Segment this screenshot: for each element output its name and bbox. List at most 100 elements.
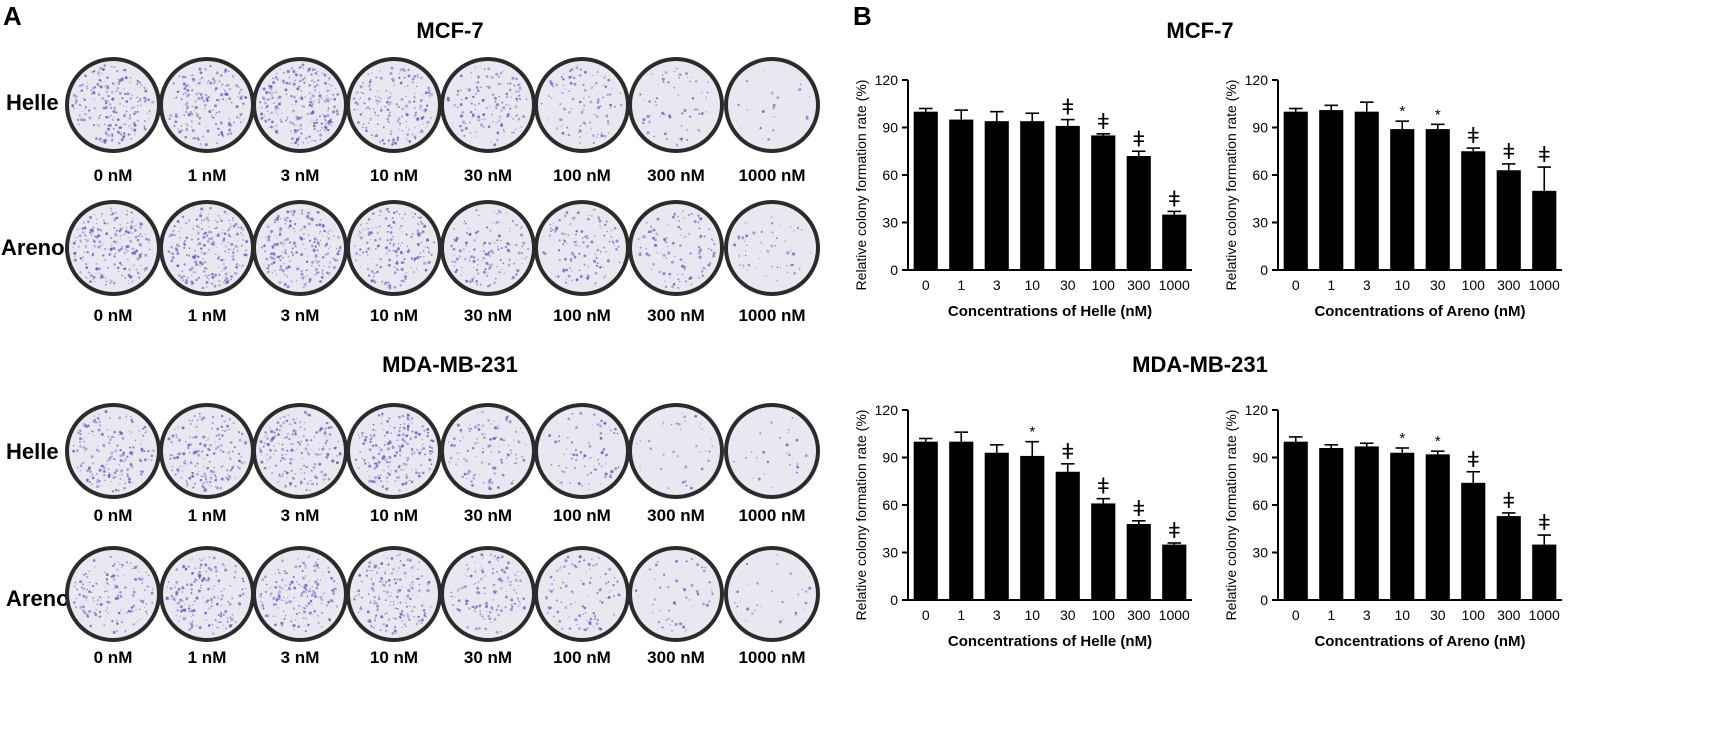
significance-mark: ǂ bbox=[1061, 95, 1074, 120]
x-axis-title: Concentrations of Areno (nM) bbox=[1314, 303, 1525, 320]
colony-plate bbox=[252, 403, 348, 499]
y-tick-label: 60 bbox=[1252, 497, 1268, 513]
y-tick-label: 30 bbox=[1252, 545, 1268, 561]
bar bbox=[1126, 156, 1151, 270]
bar bbox=[949, 119, 974, 270]
significance-mark: * bbox=[1435, 106, 1441, 123]
panel-b-mdamb231-title: MDA-MB-231 bbox=[1132, 352, 1268, 377]
concentration-label: 10 nM bbox=[369, 306, 419, 325]
y-tick-label: 120 bbox=[875, 402, 899, 418]
significance-mark: * bbox=[1435, 433, 1441, 450]
colony-plate bbox=[440, 546, 536, 642]
y-axis-title: Relative colony formation rate (%) bbox=[853, 80, 869, 291]
x-tick-label: 0 bbox=[922, 607, 930, 623]
y-axis-title: Relative colony formation rate (%) bbox=[1223, 80, 1239, 291]
y-tick-label: 0 bbox=[1260, 592, 1268, 608]
x-tick-label: 1000 bbox=[1529, 607, 1560, 623]
x-tick-label: 3 bbox=[993, 277, 1001, 293]
y-tick-label: 0 bbox=[1260, 262, 1268, 278]
concentration-label: 10 nM bbox=[369, 506, 419, 525]
colony-plate bbox=[440, 57, 536, 153]
bar bbox=[913, 111, 938, 270]
concentration-label: 100 nM bbox=[553, 166, 611, 185]
significance-mark: ǂ bbox=[1097, 474, 1110, 499]
concentration-label: 300 nM bbox=[647, 166, 705, 185]
colony-plate bbox=[534, 403, 630, 499]
x-tick-label: 300 bbox=[1127, 277, 1151, 293]
y-tick-label: 0 bbox=[890, 262, 898, 278]
row-label-mcf7-areno: Areno bbox=[1, 235, 65, 260]
concentration-label: 10 nM bbox=[369, 648, 419, 667]
row-label-mcf7-helle: Helle bbox=[6, 90, 59, 115]
significance-mark: ǂ bbox=[1168, 518, 1181, 543]
colony-plate bbox=[159, 57, 255, 153]
colony-plate bbox=[159, 546, 255, 642]
colony-plate bbox=[628, 546, 724, 642]
colony-plate bbox=[440, 200, 536, 296]
bar bbox=[1055, 471, 1080, 600]
bar bbox=[1354, 111, 1379, 270]
bar bbox=[1390, 129, 1415, 270]
concentration-label: 100 nM bbox=[553, 648, 611, 667]
x-tick-label: 3 bbox=[993, 607, 1001, 623]
y-tick-label: 30 bbox=[882, 545, 898, 561]
x-tick-label: 0 bbox=[1292, 607, 1300, 623]
y-tick-label: 120 bbox=[1245, 72, 1269, 88]
colony-plate bbox=[159, 403, 255, 499]
colony-formation-bar-chart: 0 30 60 90 120 0 1 3 * 10 ǂ 30 ǂ 100 ǂ 300 ǂ 1000 Concentr… bbox=[850, 380, 1210, 670]
x-tick-label: 300 bbox=[1497, 277, 1521, 293]
y-tick-label: 90 bbox=[1252, 450, 1268, 466]
y-tick-label: 60 bbox=[882, 497, 898, 513]
x-axis-title: Concentrations of Areno (nM) bbox=[1314, 633, 1525, 650]
colony-plate bbox=[65, 200, 161, 296]
bar bbox=[1162, 214, 1187, 270]
bar bbox=[984, 121, 1009, 271]
y-axis-title: Relative colony formation rate (%) bbox=[853, 410, 869, 621]
bar bbox=[1283, 441, 1308, 600]
bar bbox=[1496, 170, 1521, 270]
colony-plate bbox=[628, 200, 724, 296]
concentration-label: 1 nM bbox=[187, 506, 227, 525]
x-tick-label: 100 bbox=[1092, 607, 1116, 623]
concentration-label: 1000 nM bbox=[738, 648, 806, 667]
bar bbox=[984, 452, 1009, 600]
significance-mark: ǂ bbox=[1538, 142, 1551, 167]
bar bbox=[1091, 503, 1116, 600]
bar bbox=[1532, 190, 1557, 270]
x-tick-label: 100 bbox=[1092, 277, 1116, 293]
bar bbox=[1390, 452, 1415, 600]
colony-plate bbox=[534, 200, 630, 296]
bar bbox=[1283, 111, 1308, 270]
x-tick-label: 0 bbox=[922, 277, 930, 293]
y-tick-label: 60 bbox=[882, 167, 898, 183]
y-tick-label: 90 bbox=[882, 450, 898, 466]
concentration-label: 1000 nM bbox=[738, 306, 806, 325]
x-tick-label: 30 bbox=[1060, 607, 1076, 623]
x-tick-label: 100 bbox=[1462, 277, 1486, 293]
x-tick-label: 30 bbox=[1060, 277, 1076, 293]
concentration-label: 30 nM bbox=[463, 648, 513, 667]
bar bbox=[1091, 135, 1116, 270]
x-tick-label: 10 bbox=[1024, 607, 1040, 623]
concentration-label: 30 nM bbox=[463, 506, 513, 525]
bar bbox=[1055, 125, 1080, 271]
concentration-label: 1000 nM bbox=[738, 506, 806, 525]
y-tick-label: 90 bbox=[1252, 120, 1268, 136]
concentration-label: 300 nM bbox=[647, 648, 705, 667]
colony-formation-bar-chart: 0 30 60 90 120 0 1 3 10 ǂ 30 ǂ 100 ǂ 300 ǂ 1000 Concentra… bbox=[850, 50, 1210, 340]
x-tick-label: 300 bbox=[1497, 607, 1521, 623]
concentration-label: 3 nM bbox=[280, 306, 320, 325]
y-tick-label: 30 bbox=[882, 215, 898, 231]
significance-mark: * bbox=[1399, 430, 1405, 447]
concentration-label: 1 nM bbox=[187, 306, 227, 325]
concentration-label: 1 nM bbox=[187, 648, 227, 667]
colony-plate bbox=[346, 546, 442, 642]
concentration-label: 3 nM bbox=[280, 506, 320, 525]
concentration-label: 0 nM bbox=[93, 506, 133, 525]
concentration-label: 1000 nM bbox=[738, 166, 806, 185]
concentration-label: 0 nM bbox=[93, 648, 133, 667]
bar bbox=[913, 441, 938, 600]
y-axis-title: Relative colony formation rate (%) bbox=[1223, 410, 1239, 621]
significance-mark: ǂ bbox=[1168, 186, 1181, 211]
concentration-label: 30 nM bbox=[463, 166, 513, 185]
